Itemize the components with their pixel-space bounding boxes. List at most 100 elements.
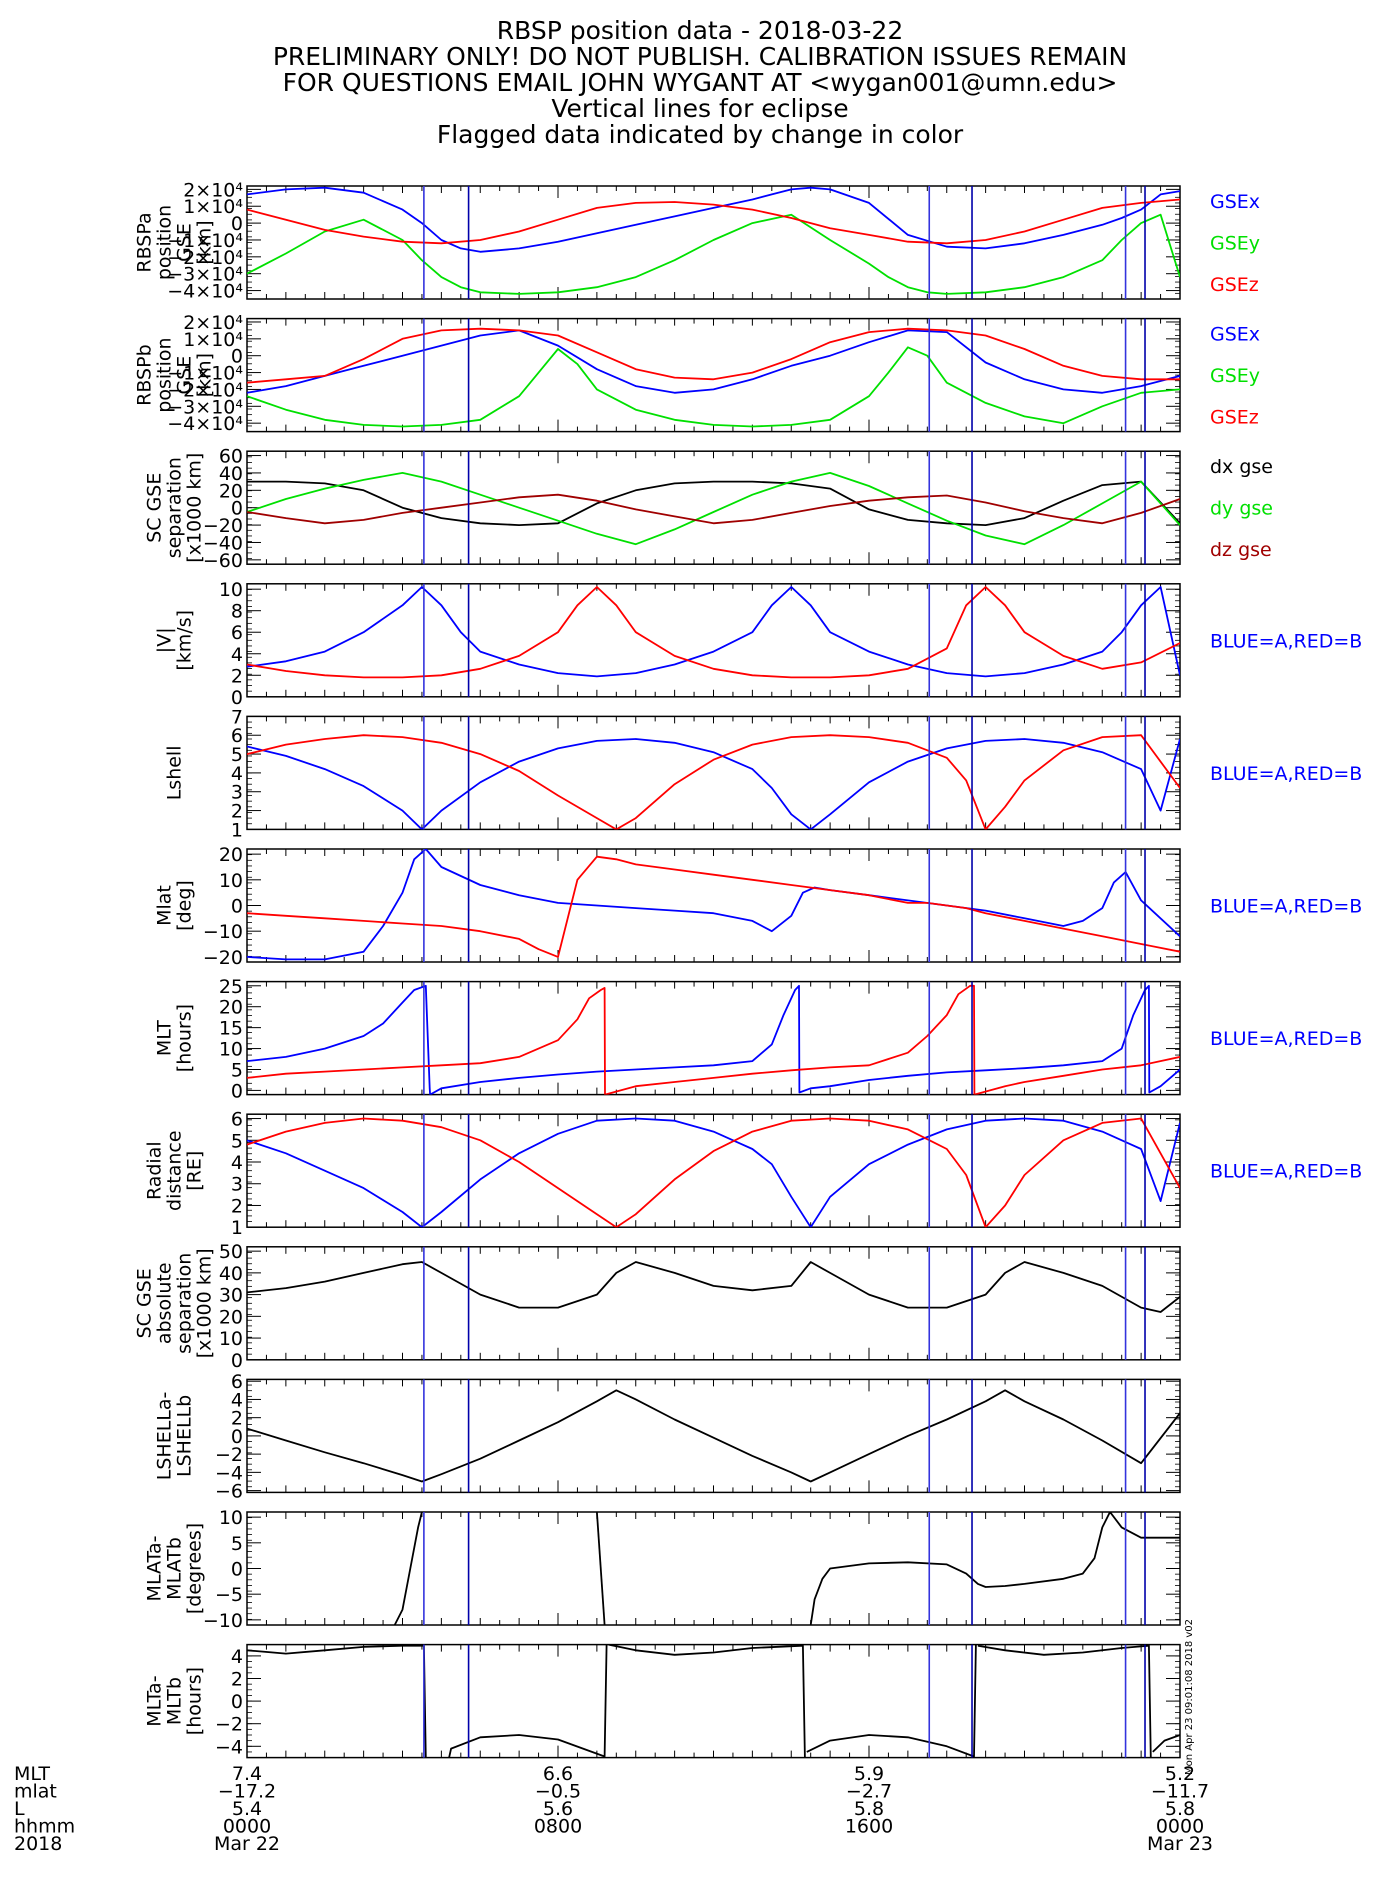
- legend-entry: BLUE=A,RED=B: [1210, 630, 1362, 652]
- series-group: [247, 1261, 1180, 1313]
- y-tick-label: 40: [219, 463, 243, 485]
- y-tick-label: 6: [231, 725, 243, 747]
- y-tick-label: 2: [231, 1195, 243, 1217]
- y-axis-label: [km]: [194, 220, 216, 264]
- series-group: [247, 586, 1180, 679]
- legend-entry: BLUE=A,RED=B: [1210, 1161, 1362, 1183]
- contact-line: FOR QUESTIONS EMAIL JOHN WYGANT AT <wyga…: [282, 68, 1118, 97]
- series-line-separation: [247, 1261, 1180, 1313]
- y-tick-label: −3×10⁴: [167, 396, 243, 418]
- eclipse-note: Vertical lines for eclipse: [551, 94, 849, 123]
- series-line-gsex: [247, 329, 1180, 394]
- legend-entry: GSEy: [1210, 365, 1260, 387]
- series-line-diff-4: [806, 1644, 977, 1758]
- series-line-dx-gse: [247, 480, 1180, 526]
- panel-frame: [246, 1378, 1181, 1494]
- y-tick-label: 0: [231, 213, 243, 235]
- y-tick-label: −1×10⁴: [167, 230, 243, 252]
- y-tick-label: 20: [219, 1306, 243, 1328]
- panel-frame: [246, 848, 1181, 963]
- series-line-gsez: [247, 198, 1180, 245]
- series-line-diff-2: [596, 1512, 606, 1625]
- series-line-diff-6: [1152, 1734, 1180, 1753]
- flag-note: Flagged data indicated by change in colo…: [436, 120, 964, 149]
- y-axis-label: separation: [164, 457, 186, 558]
- series-line-b: [247, 855, 1180, 958]
- footer-tick-value: 1600: [845, 1816, 893, 1838]
- y-tick-label: 5: [231, 744, 243, 766]
- y-tick-label: 25: [219, 976, 243, 998]
- y-tick-label: 40: [219, 1263, 243, 1285]
- y-axis-label: SC GSE: [134, 1268, 156, 1338]
- y-tick-label: 0: [231, 1559, 243, 1581]
- footer-row-label: MLT: [14, 1763, 50, 1785]
- footer-tick-value: 5.4: [232, 1798, 262, 1820]
- legend-entry: dz gse: [1210, 539, 1272, 561]
- y-tick-label: −2: [215, 1714, 243, 1736]
- footer-tick-value: −2.7: [846, 1781, 892, 1803]
- series-line-a: [247, 984, 1180, 1095]
- series-line-diff-2: [448, 1644, 608, 1758]
- y-tick-label: −10: [203, 921, 243, 943]
- footer-tick-value: 0000: [1156, 1816, 1204, 1838]
- footer-row-label: hhmm: [14, 1816, 75, 1838]
- legend-entry: BLUE=A,RED=B: [1210, 1028, 1362, 1050]
- y-axis-label: MLATa-: [144, 1536, 166, 1602]
- legend-entry: GSEy: [1210, 233, 1260, 255]
- legend-entry: GSEz: [1210, 274, 1259, 296]
- panel-mlat-diff: 10 5 0 −5 −10 MLATa-MLATb[degrees]: [144, 1507, 1181, 1632]
- legend-entry: BLUE=A,RED=B: [1210, 763, 1362, 785]
- series-line-dz-gse: [247, 493, 1180, 525]
- series-line-a: [247, 1117, 1180, 1228]
- y-tick-label: 30: [219, 1285, 243, 1307]
- y-axis-label: [hours]: [184, 1667, 206, 1735]
- y-tick-label: −3×10⁴: [167, 264, 243, 286]
- y-tick-label: 5: [231, 1533, 243, 1555]
- y-tick-label: 1×10⁴: [183, 329, 243, 351]
- y-axis-label: Mlat: [154, 885, 176, 926]
- series-group: [247, 186, 1180, 295]
- legend-entry: BLUE=A,RED=B: [1210, 896, 1362, 918]
- y-tick-label: 2×10⁴: [183, 312, 243, 334]
- series-line-gsex: [247, 186, 1180, 253]
- series-group: [247, 849, 1180, 961]
- y-tick-label: 10: [219, 870, 243, 892]
- y-axis-label: Lshell: [164, 746, 186, 801]
- y-tick-label: 0: [231, 1080, 243, 1102]
- y-tick-label: 10: [219, 1328, 243, 1350]
- series-line-gsey: [247, 213, 1180, 295]
- y-axis-label: LSHELLb: [174, 1395, 196, 1477]
- y-axis-label: Radial: [144, 1141, 166, 1200]
- y-tick-label: 15: [219, 1018, 243, 1040]
- series-group: [247, 734, 1180, 830]
- y-tick-label: 0: [231, 896, 243, 918]
- y-tick-label: 10: [219, 1507, 243, 1529]
- y-tick-label: −1×10⁴: [167, 363, 243, 385]
- series-line-diff-3: [809, 1512, 1180, 1625]
- series-line-a: [247, 586, 1180, 678]
- y-axis-label: RBSPa: [134, 212, 156, 272]
- y-axis-label: GSE: [174, 356, 196, 395]
- series-group: [247, 1389, 1180, 1483]
- y-axis-label: separation: [174, 1253, 196, 1354]
- y-tick-label: 4: [231, 1646, 243, 1668]
- y-tick-label: 2×10⁴: [183, 179, 243, 201]
- y-axis-label: absolute: [154, 1262, 176, 1344]
- legend-entry: dy gse: [1210, 498, 1273, 520]
- y-tick-label: 1×10⁴: [183, 196, 243, 218]
- footer-tick-value: 0800: [534, 1816, 582, 1838]
- panel-frame: [246, 1643, 1181, 1759]
- y-tick-label: −20: [203, 515, 243, 537]
- series-group: [247, 984, 1180, 1095]
- series-line-dy-gse: [247, 472, 1180, 546]
- y-tick-label: 4: [231, 1389, 243, 1411]
- y-tick-label: 3: [231, 782, 243, 804]
- y-axis-label: [deg]: [174, 880, 196, 931]
- series-line-b: [247, 984, 1180, 1095]
- footer-tick-value: 5.2: [1165, 1763, 1195, 1785]
- footer-tick-value: 5.9: [854, 1763, 884, 1785]
- y-axis-label: |V|: [154, 627, 176, 653]
- footer-row-label: 2018: [14, 1833, 62, 1855]
- y-axis-label: position: [154, 205, 176, 280]
